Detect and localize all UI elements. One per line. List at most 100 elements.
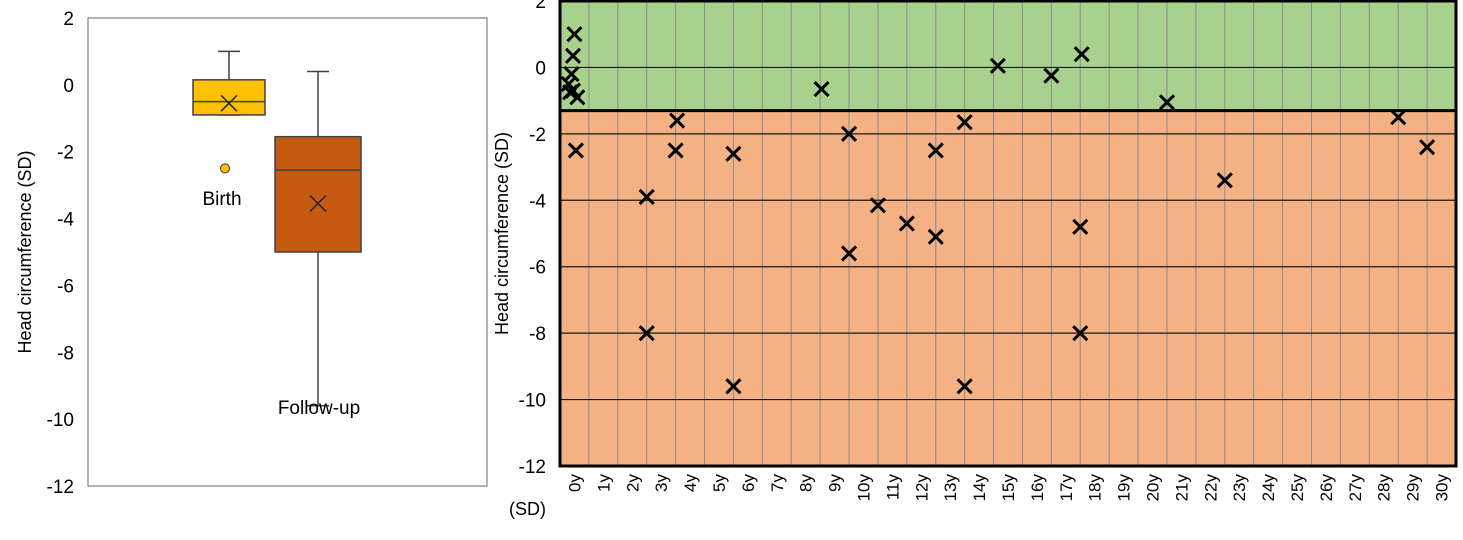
x-tick-label: 13y xyxy=(941,474,960,502)
plot-border xyxy=(558,0,1458,468)
x-tick-label: 10y xyxy=(854,474,873,502)
data-point xyxy=(566,26,583,43)
x-tick-label: 2y xyxy=(623,474,642,492)
marker-stroke xyxy=(813,80,830,98)
marker-stroke xyxy=(840,245,858,262)
x-tick-label: 8y xyxy=(797,474,816,492)
data-point xyxy=(638,188,655,206)
marker-stroke xyxy=(956,114,973,131)
data-point xyxy=(989,57,1006,74)
y-tick-label: 0 xyxy=(63,76,74,97)
y-tick-label: 0 xyxy=(535,58,546,79)
x-tick-label: 17y xyxy=(1057,474,1076,502)
data-point xyxy=(1390,109,1407,126)
x-tick-label: 18y xyxy=(1086,474,1105,502)
marker-stroke xyxy=(563,66,580,83)
x-tick-label: 3y xyxy=(652,474,671,492)
data-point xyxy=(840,125,858,142)
boxplot-chart: 2 0 -2 -4 -6 -8 -10 -12 Head circumference (SD) B… xyxy=(15,9,488,498)
y-tick-label: -8 xyxy=(57,343,74,364)
marker-stroke xyxy=(989,57,1006,74)
data-point xyxy=(1072,218,1089,235)
outlier-point xyxy=(220,163,230,174)
marker-stroke xyxy=(562,84,579,101)
x-tick-label: 14y xyxy=(970,474,989,502)
data-point xyxy=(638,325,655,342)
data-point xyxy=(840,245,858,262)
marker-stroke xyxy=(638,325,655,342)
data-point xyxy=(564,47,582,64)
marker-stroke xyxy=(564,47,582,64)
data-point xyxy=(567,142,584,159)
marker-stroke xyxy=(560,75,577,93)
data-point xyxy=(1419,139,1436,156)
marker-stroke xyxy=(309,194,327,213)
x-tick-label: 21y xyxy=(1172,474,1191,502)
mean-marker xyxy=(309,194,327,213)
x-tick-label: 12y xyxy=(912,474,931,502)
data-point xyxy=(725,378,742,395)
x-tick-label: 26y xyxy=(1317,474,1336,502)
x-tick-label: 1y xyxy=(594,474,613,492)
x-tick-label: 20y xyxy=(1144,474,1163,502)
x-tick-label: 19y xyxy=(1115,474,1134,502)
data-point xyxy=(956,114,973,131)
data-point xyxy=(562,84,579,101)
x-tick-label: 22y xyxy=(1201,474,1220,502)
data-point xyxy=(869,197,886,214)
data-point xyxy=(1043,67,1060,84)
x-tick-label: 16y xyxy=(1028,474,1047,502)
marker-stroke xyxy=(569,89,586,106)
box-follow-up xyxy=(274,70,362,407)
band-below xyxy=(560,110,1456,466)
data-point xyxy=(956,378,973,395)
data-point xyxy=(813,80,830,98)
series-label-birth: Birth xyxy=(202,189,241,210)
y-tick-label: -6 xyxy=(529,258,546,279)
x-tick-label: 28y xyxy=(1375,474,1394,502)
marker-stroke xyxy=(1072,218,1089,235)
marker-stroke xyxy=(725,145,742,162)
data-point xyxy=(927,228,944,245)
marker-stroke xyxy=(1073,46,1090,63)
data-point xyxy=(898,215,915,232)
y-tick-label: -4 xyxy=(529,191,546,212)
y-unit-label: (SD) xyxy=(509,499,546,519)
box-iqr xyxy=(192,79,266,116)
marker-stroke xyxy=(566,26,583,43)
data-point xyxy=(725,145,742,162)
marker-stroke xyxy=(638,188,655,206)
marker-stroke xyxy=(667,142,684,159)
x-tick-label: 6y xyxy=(739,474,758,492)
x-tick-label: 11y xyxy=(883,474,902,501)
y-tick-label: -2 xyxy=(529,125,546,146)
y-tick-label: -10 xyxy=(47,410,74,431)
marker-stroke xyxy=(840,125,858,142)
x-tick-label: 25y xyxy=(1288,474,1307,502)
marker-stroke xyxy=(1419,139,1436,156)
marker-stroke xyxy=(898,215,915,232)
marker-stroke xyxy=(869,197,886,214)
y-tick-label: -6 xyxy=(57,276,74,297)
data-point xyxy=(569,89,586,106)
y-tick-label: -12 xyxy=(47,477,74,498)
y-tick-label: -4 xyxy=(57,210,74,231)
marker-stroke xyxy=(725,378,742,395)
marker-stroke xyxy=(1390,109,1407,126)
data-point xyxy=(667,142,684,159)
data-point xyxy=(1073,46,1090,63)
marker-stroke xyxy=(956,378,973,395)
data-point xyxy=(1072,325,1089,342)
data-point xyxy=(1158,94,1176,111)
y-axis-label: Head circumference (SD) xyxy=(15,150,35,353)
marker-stroke xyxy=(927,142,944,159)
x-tick-label: 15y xyxy=(999,474,1018,502)
box-birth xyxy=(192,50,266,174)
marker-stroke xyxy=(1216,172,1233,189)
x-tick-label: 0y xyxy=(565,474,584,492)
marker-stroke xyxy=(1072,325,1089,342)
marker-stroke xyxy=(220,94,238,112)
marker-stroke xyxy=(668,112,686,129)
